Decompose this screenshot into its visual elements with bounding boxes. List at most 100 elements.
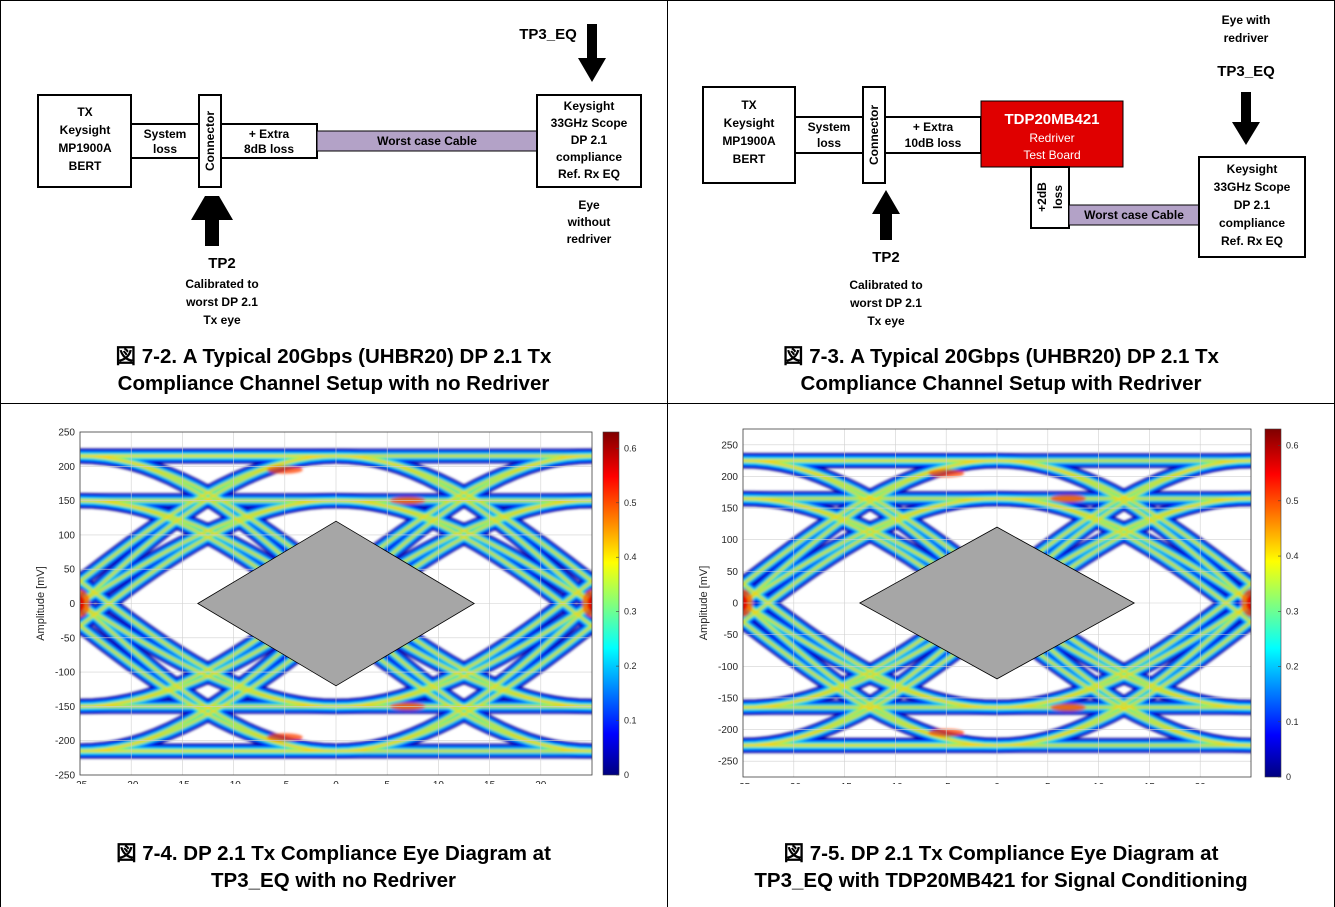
system-loss-label: System xyxy=(808,120,851,134)
y-tick-label: -50 xyxy=(61,633,76,644)
caption-line: TP3_EQ with TDP20MB421 for Signal Condit… xyxy=(754,869,1248,892)
y-tick-label: -100 xyxy=(718,662,738,673)
y-tick-label: 250 xyxy=(58,428,75,439)
tx-box-line: BERT xyxy=(69,159,102,173)
colorbar-tick-label: 0.2 xyxy=(624,661,637,671)
extra-loss-label: 8dB loss xyxy=(244,142,294,156)
colorbar-tick-label: 0.5 xyxy=(624,498,637,508)
x-tick-label: 5 xyxy=(384,780,390,784)
redriver-board xyxy=(980,100,1124,168)
cable-label: Worst case Cable xyxy=(377,134,477,148)
y-tick-label: -200 xyxy=(718,725,738,736)
caption-line: Compliance Channel Setup with Redriver xyxy=(800,372,1202,395)
x-tick-label: -20 xyxy=(124,780,139,784)
colorbar-tick-label: 0.4 xyxy=(624,552,637,562)
scope-line: Ref. Rx EQ xyxy=(1221,234,1283,248)
colorbar-tick-label: 0.6 xyxy=(1286,441,1299,451)
y-tick-label: 200 xyxy=(58,462,75,473)
eye-note: Eye xyxy=(578,198,600,212)
x-tick-label: 10 xyxy=(433,780,445,784)
y-tick-label: -100 xyxy=(55,668,75,679)
loss2db-label: loss xyxy=(1051,185,1065,209)
scope-line: 33GHz Scope xyxy=(551,116,628,130)
x-tick-label: -5 xyxy=(280,780,289,784)
tp2-note: worst DP 2.1 xyxy=(849,296,922,310)
x-tick-label: -25 xyxy=(73,780,88,784)
y-tick-label: 0 xyxy=(732,599,738,610)
tx-box-line: BERT xyxy=(733,152,766,166)
eye-note: without xyxy=(567,215,611,229)
y-tick-label: -250 xyxy=(55,771,75,782)
scope-line: Ref. Rx EQ xyxy=(558,167,620,181)
x-tick-label: -15 xyxy=(175,780,190,784)
system-loss-label: loss xyxy=(817,136,841,150)
up-arrow-icon xyxy=(872,190,900,240)
tp2-note: worst DP 2.1 xyxy=(185,295,258,309)
y-tick-label: -200 xyxy=(55,736,75,747)
colorbar-tick-label: 0 xyxy=(1286,772,1291,782)
eye-mask xyxy=(858,526,1136,680)
x-tick-label: -15 xyxy=(837,782,852,784)
scope-line: DP 2.1 xyxy=(1234,198,1271,212)
figure-7-5-caption: 図 7-5. DP 2.1 Tx Compliance Eye Diagram … xyxy=(668,840,1334,894)
x-tick-label: -20 xyxy=(787,782,802,784)
figure-7-3-caption: 図 7-3. A Typical 20Gbps (UHBR20) DP 2.1 … xyxy=(668,343,1334,397)
caption-line: 図 7-4. DP 2.1 Tx Compliance Eye Diagram … xyxy=(116,842,551,865)
redriver-label: TDP20MB421 xyxy=(1004,111,1099,128)
colorbar xyxy=(602,431,620,776)
scope-line: compliance xyxy=(1219,216,1285,230)
tx-box-line: TX xyxy=(741,98,756,112)
x-tick-label: 15 xyxy=(484,780,496,784)
x-tick-label: -5 xyxy=(942,782,951,784)
tx-box-line: Keysight xyxy=(60,123,111,137)
figure-7-2-diagram: TX Keysight MP1900A BERT System loss Con… xyxy=(37,24,642,327)
y-tick-label: 150 xyxy=(58,496,75,507)
y-tick-label: -150 xyxy=(55,702,75,713)
eye-mask xyxy=(197,520,475,687)
tx-box-line: MP1900A xyxy=(722,134,776,148)
y-axis-label: Amplitude [mV] xyxy=(698,566,710,641)
eye-note: redriver xyxy=(1224,31,1269,45)
up-arrow-icon xyxy=(191,196,233,246)
y-tick-label: -150 xyxy=(718,693,738,704)
x-tick-label: 5 xyxy=(1045,782,1051,784)
system-loss-label: loss xyxy=(153,142,177,156)
x-tick-label: 20 xyxy=(1195,782,1207,784)
x-tick-label: 10 xyxy=(1093,782,1105,784)
scope-line: compliance xyxy=(556,150,622,164)
y-tick-label: 100 xyxy=(721,535,738,546)
scope-line: DP 2.1 xyxy=(571,133,608,147)
eye-note: redriver xyxy=(567,232,612,246)
colorbar-tick-label: 0.1 xyxy=(1286,717,1299,727)
caption-line: 図 7-3. A Typical 20Gbps (UHBR20) DP 2.1 … xyxy=(783,345,1219,368)
y-tick-label: -250 xyxy=(718,757,738,768)
colorbar-tick-label: 0.5 xyxy=(1286,496,1299,506)
tp2-note: Calibrated to xyxy=(849,278,922,292)
tp3-label: TP3_EQ xyxy=(519,26,577,43)
redriver-label: Test Board xyxy=(1023,148,1080,162)
tp2-label: TP2 xyxy=(872,249,900,266)
connector-label: Connector xyxy=(867,105,881,165)
eye-note: Eye with xyxy=(1222,13,1271,27)
x-tick-label: 20 xyxy=(535,780,547,784)
caption-line: Compliance Channel Setup with no Redrive… xyxy=(117,372,550,395)
y-tick-label: -50 xyxy=(724,630,739,641)
eye-diagram-no-redriver: -25 -20 -15 -10 -50 5 10 15 20 -250 -200 -150 -100 -5… xyxy=(0,404,667,806)
colorbar-tick-label: 0.2 xyxy=(1286,662,1299,672)
caption-line: 図 7-2. A Typical 20Gbps (UHBR20) DP 2.1 … xyxy=(115,345,552,368)
figure-7-2-caption: 図 7-2. A Typical 20Gbps (UHBR20) DP 2.1 … xyxy=(0,343,667,397)
tx-box-line: TX xyxy=(77,105,92,119)
connector-label: Connector xyxy=(203,111,217,171)
y-tick-label: 50 xyxy=(64,565,76,576)
tp3-label: TP3_EQ xyxy=(1217,63,1275,80)
scope-line: 33GHz Scope xyxy=(1214,180,1291,194)
y-tick-label: 200 xyxy=(721,472,738,483)
x-tick-label: -10 xyxy=(226,780,241,784)
y-tick-label: 250 xyxy=(721,440,738,451)
scope-line: Keysight xyxy=(1227,162,1278,176)
cable-label: Worst case Cable xyxy=(1084,208,1184,222)
caption-line: 図 7-5. DP 2.1 Tx Compliance Eye Diagram … xyxy=(783,842,1219,865)
figure-7-4-caption: 図 7-4. DP 2.1 Tx Compliance Eye Diagram … xyxy=(0,840,667,894)
colorbar xyxy=(1264,428,1282,778)
tp2-note: Tx eye xyxy=(203,313,241,327)
